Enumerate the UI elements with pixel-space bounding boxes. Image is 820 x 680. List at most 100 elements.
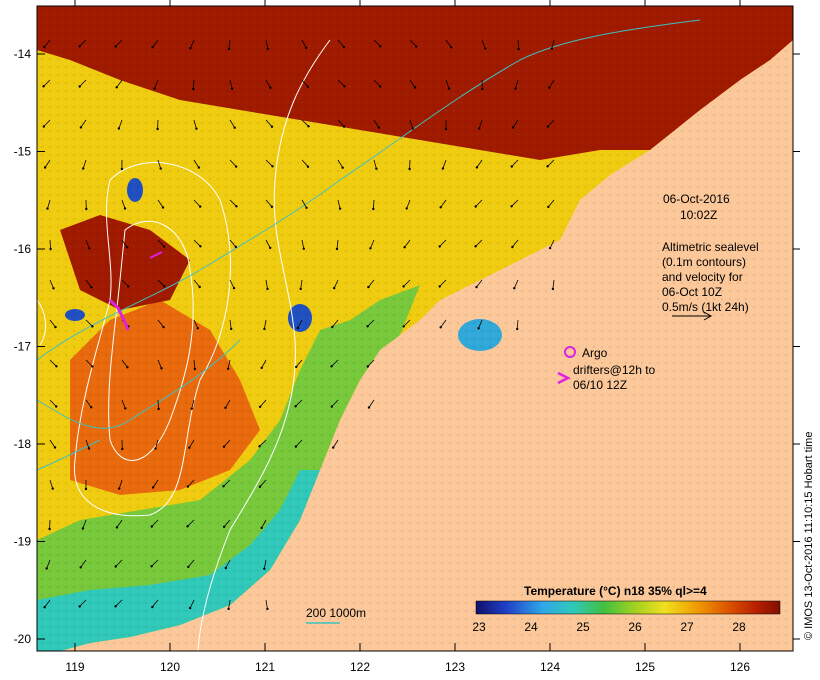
velocity-arrow xyxy=(551,39,555,49)
velocity-arrow-head xyxy=(42,85,45,88)
velocity-arrow-head xyxy=(546,125,550,128)
velocity-arrow xyxy=(406,199,411,209)
velocity-arrow-head xyxy=(188,606,192,610)
isobaths xyxy=(37,19,701,471)
velocity-arrow-head xyxy=(258,485,262,488)
velocity-arrow xyxy=(331,399,339,407)
velocity-arrow xyxy=(157,199,164,208)
velocity-arrow-head xyxy=(234,245,237,249)
velocity-arrow-head xyxy=(258,405,262,408)
drifter-label: drifters@12h to xyxy=(573,363,656,377)
velocity-arrow xyxy=(333,279,339,289)
platform-legend: Argo drifters@12h to 06/10 12Z xyxy=(557,346,656,392)
velocity-arrow-head xyxy=(153,87,156,90)
velocity-arrow-head xyxy=(154,447,157,450)
velocity-arrow xyxy=(409,119,414,129)
velocity-arrow xyxy=(223,439,231,447)
velocity-arrow-head xyxy=(510,165,513,168)
velocity-arrow xyxy=(121,199,126,209)
velocity-arrow xyxy=(331,359,339,367)
velocity-arrow-head xyxy=(516,327,519,331)
velocity-arrow xyxy=(223,519,231,528)
velocity-arrow-head xyxy=(307,125,310,128)
velocity-arrow xyxy=(295,399,303,407)
velocity-arrow-head xyxy=(438,285,441,288)
sst-field xyxy=(37,6,793,651)
velocity-arrow xyxy=(337,199,341,209)
colorbar-scale xyxy=(475,600,781,615)
velocity-arrow-head xyxy=(90,286,93,289)
velocity-arrow xyxy=(121,359,128,368)
velocity-arrow xyxy=(404,239,411,248)
velocity-arrow-head xyxy=(45,567,48,570)
velocity-arrow xyxy=(368,279,375,288)
velocity-arrow xyxy=(85,279,92,288)
velocity-arrow-head xyxy=(196,327,199,330)
velocity-arrow-head xyxy=(342,125,346,128)
velocity-arrow-head xyxy=(190,407,193,410)
velocity-arrow-head xyxy=(474,245,477,248)
velocity-arrow xyxy=(157,279,165,287)
velocity-arrow xyxy=(367,319,375,327)
drifter-track xyxy=(108,298,130,331)
velocity-arrow xyxy=(261,359,267,369)
velocity-arrow-head xyxy=(444,127,448,131)
velocity-arrow xyxy=(49,239,51,250)
velocity-arrow xyxy=(157,399,159,410)
velocity-arrow xyxy=(152,599,159,608)
velocity-arrow-head xyxy=(199,205,202,208)
velocity-arrow-head xyxy=(114,605,117,608)
velocity-arrow xyxy=(373,39,381,47)
velocity-arrow xyxy=(265,159,273,167)
altimetry-legend: Altimetric sealevel (0.1m contours) and … xyxy=(662,240,759,321)
x-axis: 119 120 121 122 123 124 125 126 xyxy=(65,0,750,674)
velocity-arrow xyxy=(261,519,267,529)
velocity-arrow-head xyxy=(186,485,190,488)
velocity-arrow-head xyxy=(79,566,82,569)
velocity-arrow-head xyxy=(408,167,411,171)
velocity-arrow-head xyxy=(151,46,154,49)
drifter-label: 06/10 12Z xyxy=(573,378,627,392)
velocity-arrow xyxy=(193,159,200,168)
velocity-arrow-head xyxy=(55,365,58,368)
velocity-arrow-head xyxy=(513,287,516,290)
velocity-arrow xyxy=(265,599,268,609)
velocity-arrow-head xyxy=(234,165,238,168)
credit-label: © IMOS 13-Oct-2016 11:10:15 Hobart time xyxy=(803,432,815,640)
velocity-arrow-head xyxy=(186,525,189,528)
map-time: 10:02Z xyxy=(680,208,717,222)
velocity-arrow-head xyxy=(115,526,119,529)
velocity-arrow-head xyxy=(78,45,81,48)
velocity-arrow xyxy=(337,159,344,168)
velocity-arrow-head xyxy=(377,126,381,129)
velocity-arrow-head xyxy=(87,447,91,450)
velocity-arrow xyxy=(516,319,519,330)
velocity-arrow xyxy=(115,39,123,47)
velocity-arrow xyxy=(478,119,483,129)
velocity-arrow-head xyxy=(330,365,333,368)
x-tick-label: 123 xyxy=(445,660,465,674)
velocity-arrow xyxy=(157,319,164,328)
velocity-arrow-head xyxy=(372,207,375,211)
velocity-arrow-head xyxy=(551,287,555,291)
velocity-arrow-head xyxy=(78,85,81,88)
velocity-arrow-head xyxy=(197,166,201,169)
velocity-arrow-head xyxy=(199,245,202,248)
velocity-arrow-head xyxy=(233,126,236,129)
velocity-arrow xyxy=(190,39,195,49)
velocity-arrow xyxy=(80,559,87,568)
velocity-arrow xyxy=(151,559,159,567)
velocity-arrow-head xyxy=(438,245,441,248)
velocity-arrow-head xyxy=(222,485,225,488)
velocity-arrow-head xyxy=(91,325,94,328)
velocity-arrow xyxy=(336,239,339,249)
velocity-arrow xyxy=(301,79,309,88)
velocity-arrow-head xyxy=(548,86,551,89)
velocity-arrow xyxy=(511,159,519,167)
velocity-arrow xyxy=(193,119,197,129)
velocity-arrow-head xyxy=(266,47,269,50)
velocity-arrow xyxy=(229,79,233,89)
velocity-arrow-head xyxy=(160,367,163,370)
velocity-arrow-head xyxy=(91,365,94,368)
